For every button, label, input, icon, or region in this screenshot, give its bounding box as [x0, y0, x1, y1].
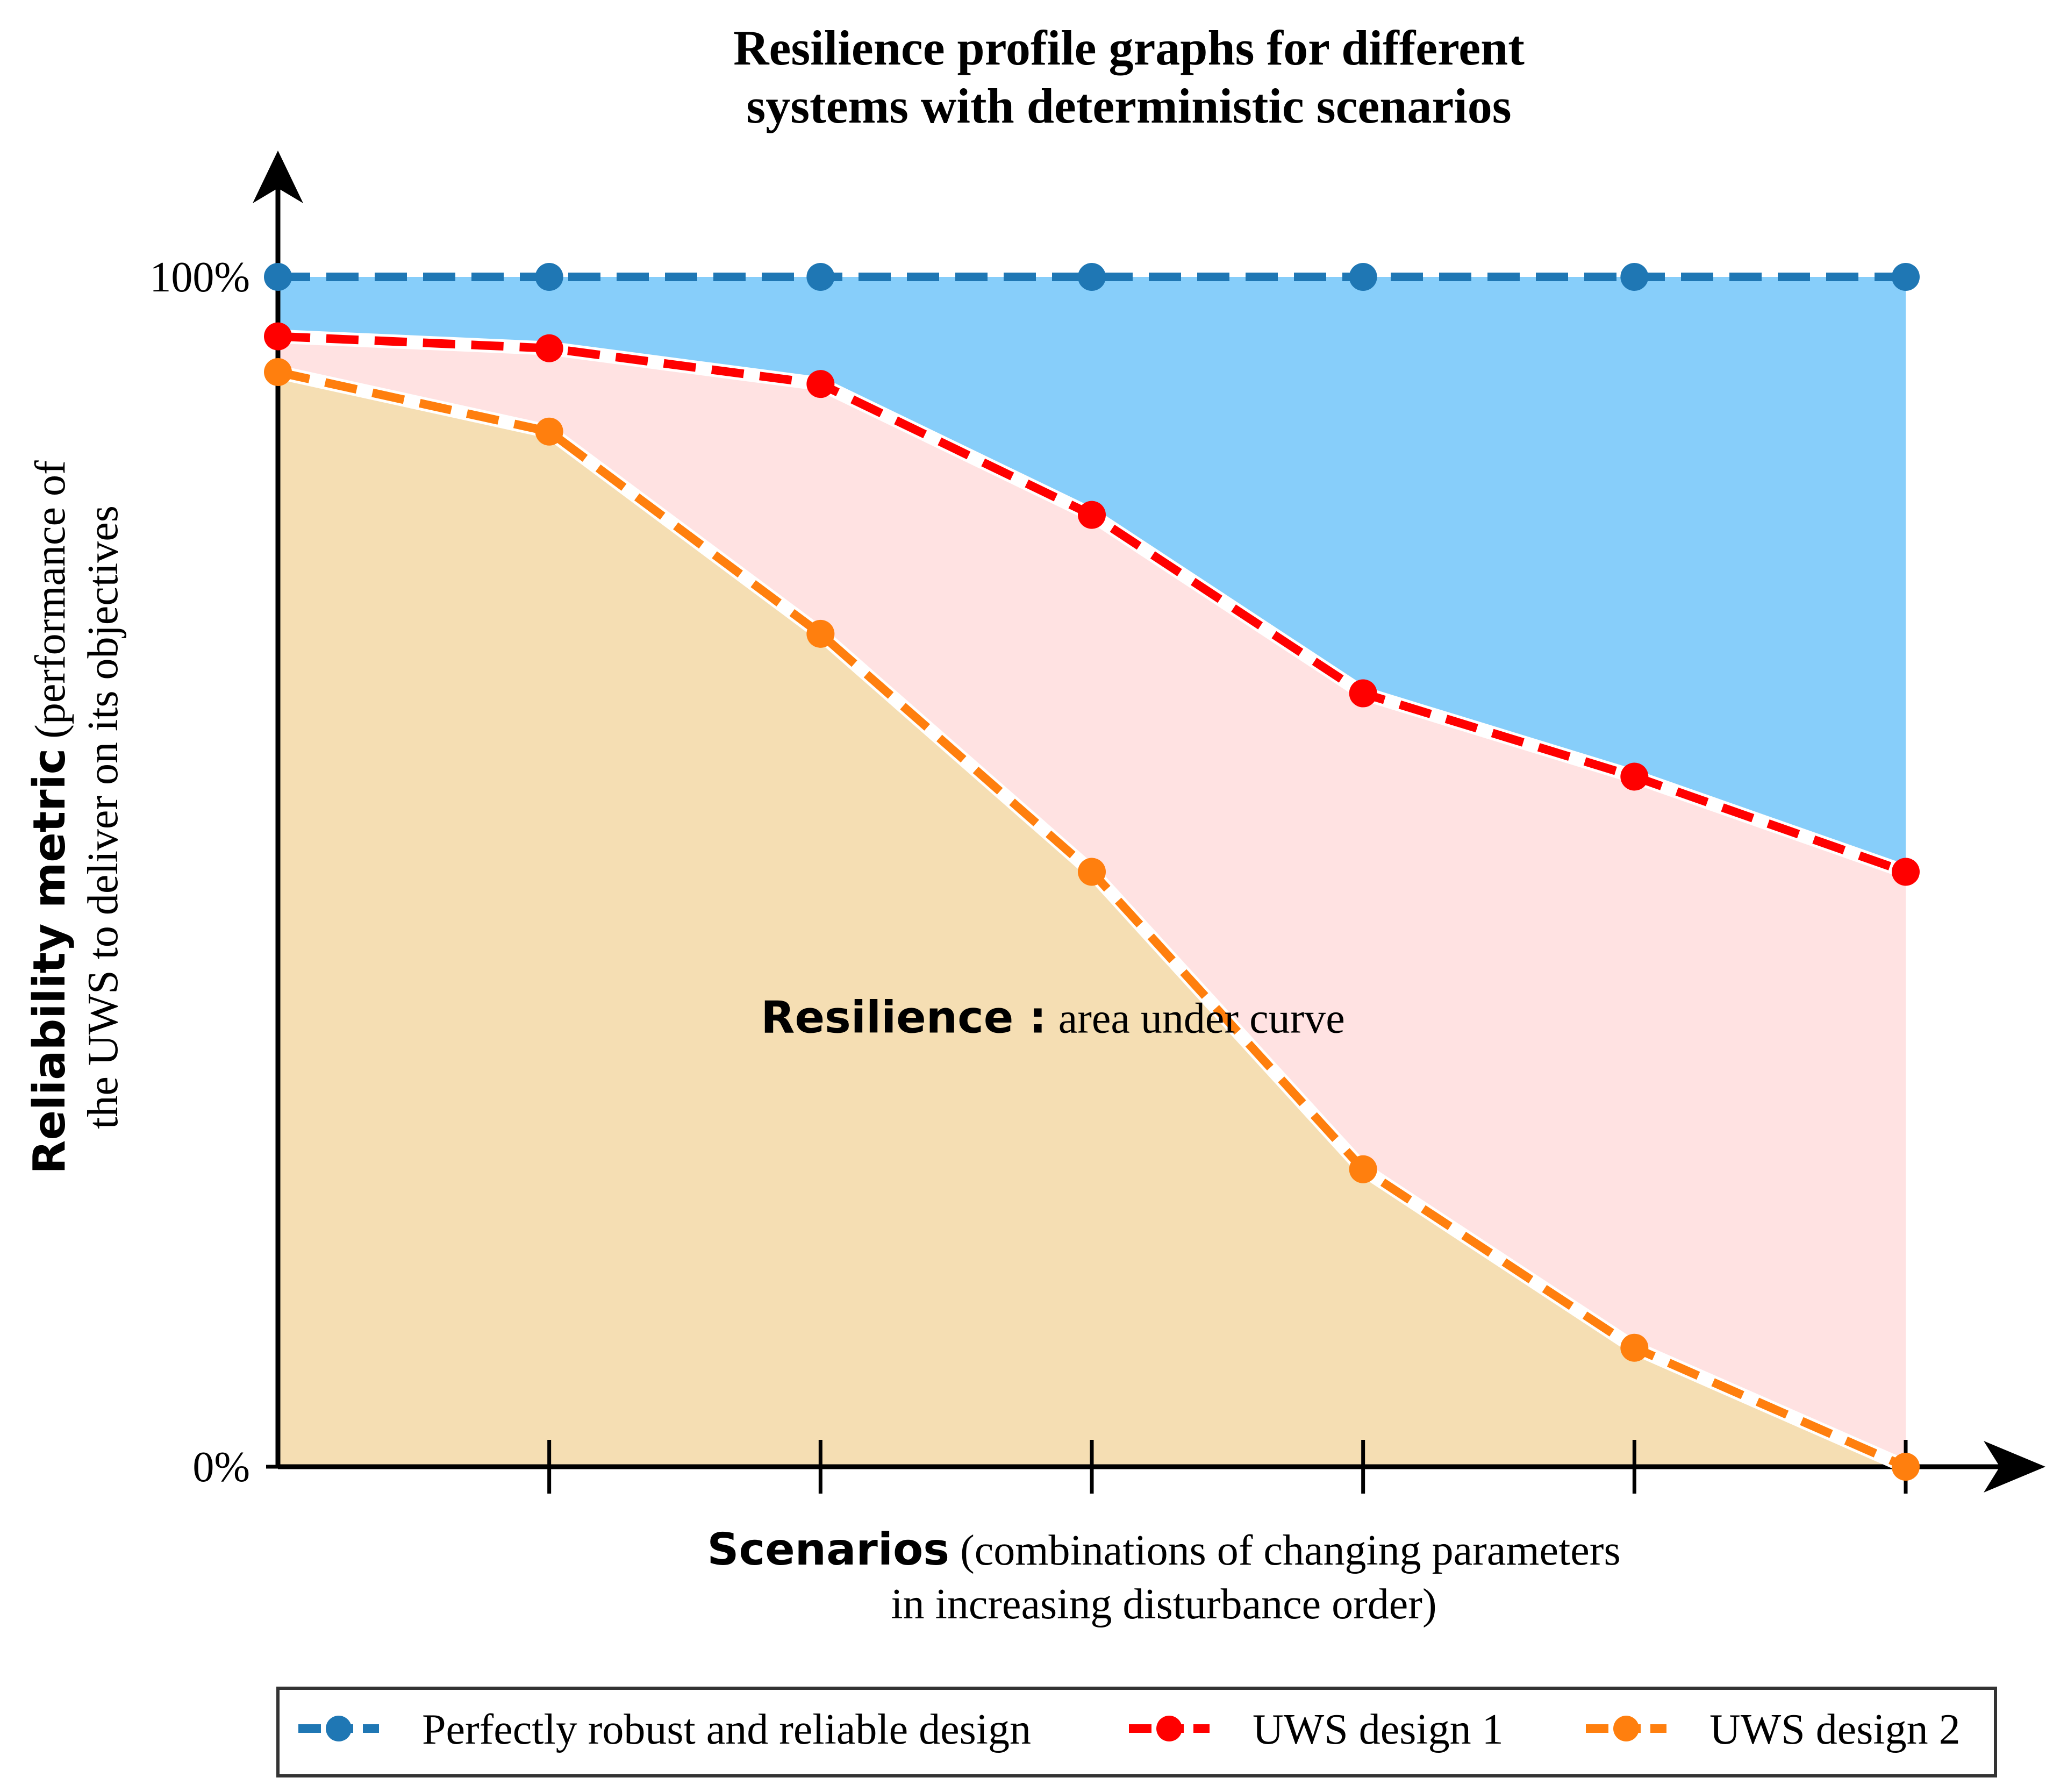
- series-2-point-4: [1078, 501, 1106, 529]
- x-label-bold: Scenarios: [707, 1524, 949, 1575]
- y-label-bold: Reliability metric: [24, 748, 75, 1174]
- chart-title-line-1: Resilience profile graphs for different: [733, 20, 1525, 75]
- series-2-point-7: [1892, 858, 1920, 886]
- x-label-line-2: in increasing disturbance order): [891, 1581, 1436, 1628]
- series-1-point-4: [1078, 263, 1106, 291]
- y-tick-label-100: 100%: [149, 254, 250, 301]
- series-3-point-3: [806, 619, 835, 648]
- y-label-line-1: Reliability metric (performance of: [24, 460, 75, 1174]
- series-1: [264, 263, 1920, 291]
- legend-label-1: Perfectly robust and reliable design: [422, 1706, 1031, 1753]
- series-1-point-5: [1349, 263, 1377, 291]
- annotation-rest: area under curve: [1058, 995, 1345, 1042]
- series-1-point-6: [1620, 263, 1649, 291]
- x-label-rest: (combinations of changing parameters: [960, 1527, 1620, 1574]
- series-lines: [264, 263, 1920, 1481]
- series-2-point-1: [264, 322, 292, 351]
- area-fill-series-3: [278, 372, 1906, 1467]
- legend-item-2: UWS design 1: [1129, 1706, 1504, 1753]
- series-1-point-2: [535, 263, 563, 291]
- series-2: [264, 322, 1920, 886]
- legend-item-1: Perfectly robust and reliable design: [298, 1706, 1031, 1753]
- y-axis-label: Reliability metric (performance of the U…: [24, 460, 127, 1174]
- legend-marker-2: [1156, 1716, 1182, 1741]
- x-axis-arrow: [1984, 1441, 2045, 1493]
- y-label-rest: (performance of: [27, 460, 74, 739]
- series-3-point-6: [1620, 1333, 1649, 1362]
- legend-marker-1: [326, 1716, 352, 1741]
- series-3-point-7: [1892, 1453, 1920, 1481]
- y-tick-label-0: 0%: [192, 1444, 250, 1491]
- legend-label-2: UWS design 1: [1253, 1706, 1504, 1753]
- legend-item-3: UWS design 2: [1586, 1706, 1961, 1753]
- x-label-line-1: Scenarios (combinations of changing para…: [707, 1524, 1620, 1575]
- series-1-point-3: [806, 263, 835, 291]
- y-ticks: 100% 0%: [149, 254, 278, 1491]
- legend-marker-3: [1613, 1716, 1639, 1741]
- y-axis-arrow: [253, 151, 303, 203]
- y-label-line-2: the UWS to deliver on its objectives: [80, 505, 127, 1129]
- series-1-point-7: [1892, 263, 1920, 291]
- chart-title-line-2: systems with deterministic scenarios: [746, 78, 1511, 133]
- legend-items: Perfectly robust and reliable design UWS …: [298, 1706, 1961, 1753]
- series-3-point-1: [264, 358, 292, 387]
- legend: Perfectly robust and reliable design UWS …: [276, 1687, 1997, 1777]
- series-2-point-2: [535, 334, 563, 362]
- resilience-annotation: Resilience : area under curve: [761, 992, 1344, 1043]
- axes: [253, 151, 2045, 1493]
- legend-label-3: UWS design 2: [1709, 1706, 1961, 1753]
- series-2-point-6: [1620, 762, 1649, 791]
- series-3-point-5: [1349, 1155, 1377, 1183]
- annotation-bold: Resilience :: [761, 992, 1046, 1043]
- series-3-point-4: [1078, 858, 1106, 886]
- series-3-point-2: [535, 417, 563, 446]
- series-3: [264, 358, 1920, 1481]
- series-1-point-1: [264, 263, 292, 291]
- series-2-point-3: [806, 370, 835, 398]
- series-2-point-5: [1349, 679, 1377, 708]
